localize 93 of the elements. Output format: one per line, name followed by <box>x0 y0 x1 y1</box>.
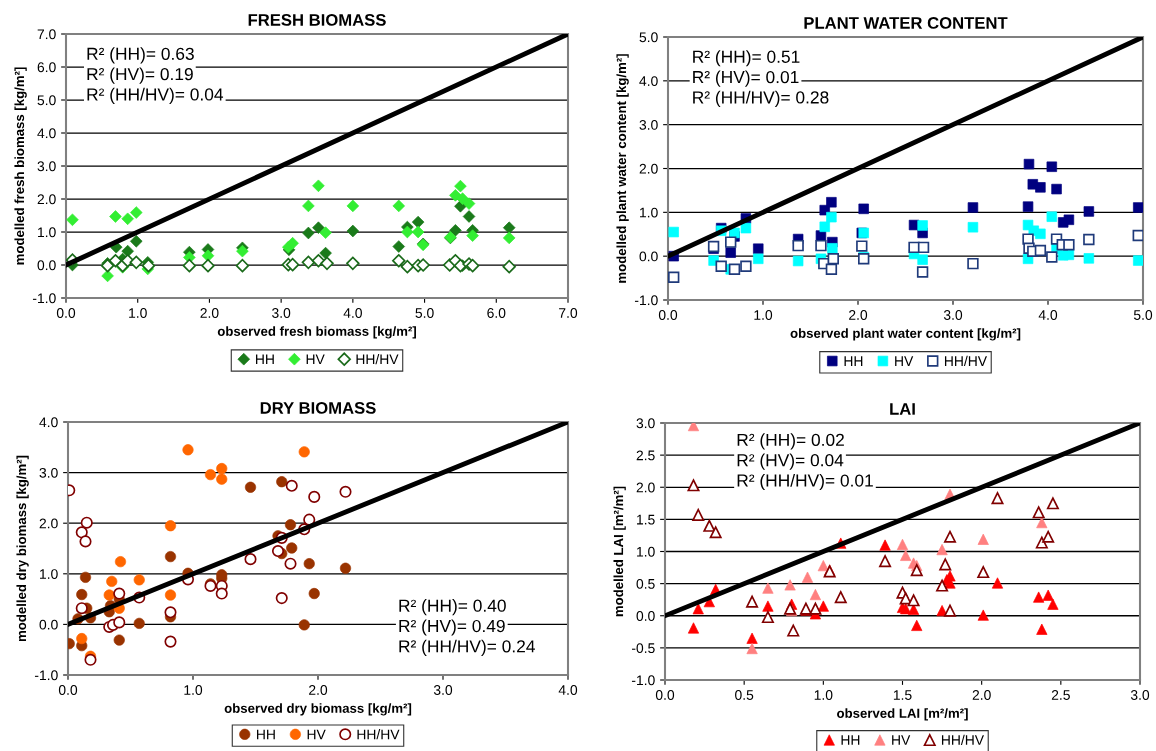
y-tick-label: 1.0 <box>640 207 658 218</box>
chart-title: FRESH BIOMASS <box>248 14 386 26</box>
legend-label: HV <box>895 356 914 366</box>
y-tick-label: 0.0 <box>639 251 658 262</box>
y-axis-title: modelled dry biomass [kg/m²] <box>16 455 29 642</box>
x-tick-label: 6.0 <box>487 308 506 318</box>
annotation: R² (HV)= 0.04 <box>737 453 844 470</box>
x-tick-label: 0.0 <box>658 310 678 320</box>
legend-label: HH/HV <box>356 353 399 365</box>
chart-title: DRY BIOMASS <box>260 402 376 414</box>
x-axis-title: observed LAI [m²/m²] <box>837 708 968 721</box>
y-tick-label: 2.0 <box>636 482 655 493</box>
annotation: R² (HH/HV)= 0.01 <box>737 473 873 491</box>
x-tick-label: 2.5 <box>1051 690 1070 700</box>
y-tick-label: 3.0 <box>39 467 58 478</box>
y-tick-label: 1.5 <box>637 514 655 525</box>
legend-label: HH/HV <box>944 355 987 367</box>
y-axis-title: modelled fresh biomass [kg/m²] <box>14 67 27 265</box>
y-axis-title: modelled LAI [m²/m²] <box>613 486 626 617</box>
y-tick-label: 6.0 <box>37 62 56 73</box>
annotation: R² (HV)= 0.19 <box>87 67 193 84</box>
x-axis-title: observed fresh biomass [kg/m²] <box>217 326 416 339</box>
x-tick-label: 3.0 <box>272 308 291 318</box>
annotation: R² (HH/HV)= 0.24 <box>399 639 535 656</box>
x-tick-label: 1.0 <box>129 308 147 318</box>
y-tick-label: 4.0 <box>37 128 56 139</box>
legend-label: HH <box>841 735 860 745</box>
annotation: R² (HH)= 0.51 <box>693 50 800 67</box>
x-tick-label: 2.0 <box>309 685 328 695</box>
x-tick-label: 5.0 <box>415 308 434 318</box>
y-tick-label: 3.0 <box>639 120 658 130</box>
legend-label: HH <box>256 354 274 365</box>
x-tick-label: 0.0 <box>56 308 76 318</box>
y-tick-label: 3.0 <box>37 161 56 172</box>
x-tick-label: 2.0 <box>972 690 991 700</box>
y-axis-title: modelled plant water content [kg/m²] <box>616 54 629 283</box>
x-tick-label: 4.0 <box>1038 310 1058 320</box>
legend-label: HV <box>307 729 326 740</box>
legend-label: HV <box>306 354 325 365</box>
chart-title: LAI <box>890 403 915 415</box>
x-tick-label: 4.0 <box>343 308 362 318</box>
legend-label: HV <box>892 735 911 745</box>
y-tick-label: 0.0 <box>39 619 58 630</box>
y-tick-label: 1.0 <box>40 569 58 579</box>
x-tick-label: 0.5 <box>735 690 754 700</box>
annotation: R² (HV)= 0.01 <box>693 70 799 87</box>
x-tick-label: 3.0 <box>1130 690 1150 700</box>
y-tick-label: 2.0 <box>39 518 58 529</box>
x-tick-label: 0.0 <box>58 685 78 695</box>
annotation: R² (HH/HV)= 0.28 <box>693 90 829 107</box>
y-tick-label: 5.0 <box>37 95 56 106</box>
x-tick-label: 3.0 <box>433 685 453 695</box>
y-tick-label: -0.5 <box>631 643 655 654</box>
y-tick-label: 0.0 <box>636 611 655 621</box>
y-tick-label: 2.0 <box>37 194 56 205</box>
y-tick-label: 3.0 <box>636 418 655 429</box>
y-tick-label: -1.0 <box>631 675 655 686</box>
x-tick-label: 1.0 <box>814 690 833 700</box>
y-tick-label: 2.5 <box>636 450 655 461</box>
legend-label: HH/HV <box>357 729 400 740</box>
x-tick-label: 2.0 <box>849 310 868 320</box>
x-tick-label: 2.0 <box>200 308 219 318</box>
legend-label: HH <box>257 729 275 740</box>
y-tick-label: 0.5 <box>636 578 655 589</box>
annotation: R² (HH)= 0.40 <box>399 599 506 616</box>
y-tick-label: 7.0 <box>37 29 56 40</box>
y-tick-label: 5.0 <box>639 32 658 43</box>
x-axis-title: observed dry biomass [kg/m²] <box>224 703 412 716</box>
x-axis-title: observed plant water content [kg/m²] <box>790 328 1021 341</box>
y-tick-label: 2.0 <box>639 163 658 174</box>
y-tick-label: 0.0 <box>37 260 56 271</box>
legend-label: HH <box>844 356 863 366</box>
x-tick-label: 1.0 <box>754 310 773 320</box>
legend-label: HH/HV <box>941 734 984 745</box>
x-tick-label: 5.0 <box>1133 310 1153 320</box>
annotation: R² (HH/HV)= 0.04 <box>87 87 224 105</box>
x-tick-label: 7.0 <box>559 308 578 318</box>
x-tick-label: 1.0 <box>184 685 203 695</box>
x-tick-label: 1.5 <box>893 690 912 700</box>
y-tick-label: 1.0 <box>637 546 655 557</box>
annotation: R² (HH)= 0.02 <box>737 433 844 450</box>
y-tick-label: -1.0 <box>34 670 58 681</box>
annotation: R² (HH)= 0.63 <box>87 47 194 64</box>
annotation: R² (HV)= 0.49 <box>399 619 505 636</box>
x-tick-label: 4.0 <box>558 685 578 695</box>
y-tick-label: 4.0 <box>39 417 58 428</box>
y-tick-label: 1.0 <box>38 227 56 238</box>
chart-title: PLANT WATER CONTENT <box>804 17 1008 29</box>
x-tick-label: 0.0 <box>655 690 675 700</box>
y-tick-label: -1.0 <box>32 293 56 304</box>
y-tick-label: -1.0 <box>634 295 658 306</box>
y-tick-label: 4.0 <box>639 76 658 86</box>
x-tick-label: 3.0 <box>943 310 963 320</box>
